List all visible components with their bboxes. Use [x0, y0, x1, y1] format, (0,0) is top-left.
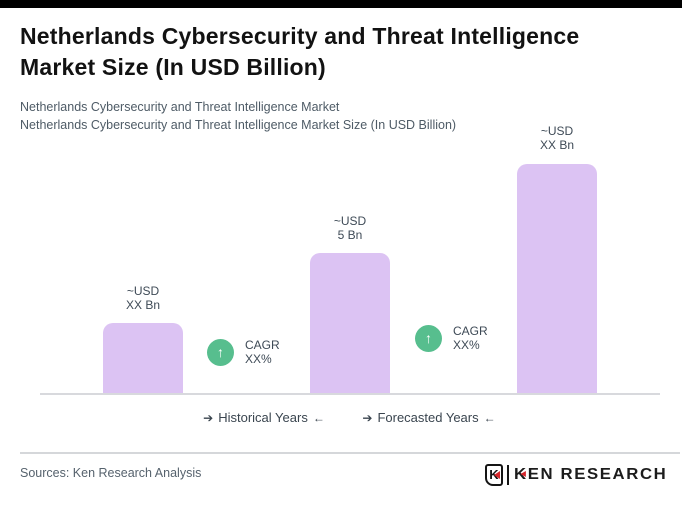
red-triangle-icon	[493, 470, 500, 479]
up-arrow-icon: ↑	[207, 338, 234, 366]
cagr-value: XX%	[453, 338, 480, 352]
chart-subtitle-line2: Netherlands Cybersecurity and Threat Int…	[20, 118, 457, 132]
bar-value-label: ~USD 5 Bn	[295, 214, 405, 242]
shield-letter: K	[489, 467, 499, 482]
bar-value-line: XX Bn	[125, 298, 161, 312]
ken-research-wordmark: K EN RESEARCH	[514, 466, 667, 484]
wordmark-k: K	[513, 465, 528, 483]
chart-subtitle-line1: Netherlands Cybersecurity and Threat Int…	[20, 100, 340, 114]
wordmark-rest: EN RESEARCH	[527, 465, 668, 483]
x-axis-line	[40, 393, 660, 395]
footer-divider	[20, 452, 680, 454]
page-title: Netherlands Cybersecurity and Threat Int…	[20, 23, 580, 80]
ken-research-shield-icon: K	[484, 463, 503, 486]
historical-years-text: Historical Years	[218, 410, 308, 425]
bar-value-line: 5 Bn	[337, 228, 363, 242]
arrow-left-icon: ←	[483, 411, 496, 425]
arrow-left-icon: ←	[312, 411, 325, 425]
top-black-bar	[0, 0, 682, 8]
historical-years-label: ➔ Historical Years ←	[198, 410, 330, 426]
up-arrow-icon: ↑	[415, 324, 442, 352]
arrow-right-icon: ➔	[362, 411, 373, 425]
up-arrow-glyph: ↑	[425, 330, 432, 346]
cagr-label: CAGR	[245, 338, 280, 352]
bar-value-line: ~USD	[126, 284, 160, 298]
bar-value-label: ~USD XX Bn	[88, 284, 198, 312]
chart-subtitle: Netherlands Cybersecurity and Threat Int…	[20, 98, 580, 134]
up-arrow-glyph: ↑	[217, 344, 224, 360]
forecasted-years-text: Forecasted Years	[377, 410, 479, 425]
cagr-badge-text: CAGR XX%	[453, 324, 488, 352]
arrow-right-icon: ➔	[203, 411, 214, 425]
bar-historical-start	[103, 323, 183, 394]
bar-value-line: ~USD	[540, 124, 574, 138]
ken-research-logo: K K EN RESEARCH	[484, 462, 666, 487]
cagr-badge-text: CAGR XX%	[245, 338, 280, 366]
cagr-badge-forecast: ↑ CAGR XX%	[415, 324, 488, 352]
bar-forecast	[517, 164, 597, 394]
cagr-value: XX%	[245, 352, 272, 366]
cagr-badge-historical: ↑ CAGR XX%	[207, 338, 280, 366]
bar-value-line: XX Bn	[539, 138, 575, 152]
sources-text: Sources: Ken Research Analysis	[20, 466, 202, 480]
bar-value-line: ~USD	[333, 214, 367, 228]
logo-separator	[506, 464, 509, 485]
cagr-label: CAGR	[453, 324, 488, 338]
red-triangle-icon	[520, 470, 526, 477]
bar-current	[310, 253, 390, 394]
forecasted-years-label: ➔ Forecasted Years ←	[357, 410, 500, 426]
bar-value-label: ~USD XX Bn	[502, 124, 612, 152]
